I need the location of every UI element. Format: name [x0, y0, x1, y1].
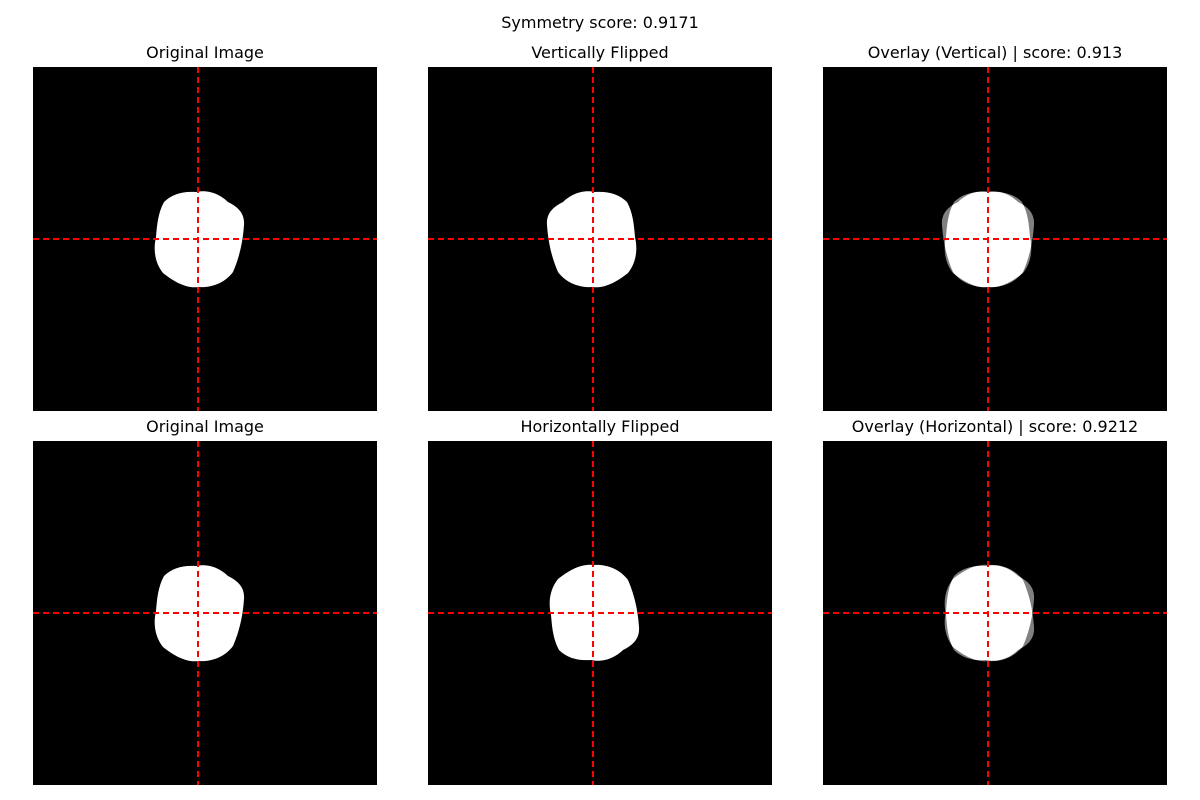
figure-suptitle: Symmetry score: 0.9171 — [501, 13, 699, 32]
panel-title-original-2: Original Image — [146, 417, 264, 436]
panel-horizontally-flipped — [428, 441, 772, 785]
panel-title-vertically-flipped: Vertically Flipped — [531, 43, 669, 62]
panel-overlay-vertical — [823, 67, 1167, 411]
panel-title-original-1: Original Image — [146, 43, 264, 62]
panel-original-2 — [33, 441, 377, 785]
panel-title-overlay-vertical: Overlay (Vertical) | score: 0.913 — [867, 43, 1123, 62]
panel-title-horizontally-flipped: Horizontally Flipped — [520, 417, 680, 436]
panel-overlay-horizontal — [823, 441, 1167, 785]
panel-title-overlay-horizontal: Overlay (Horizontal) | score: 0.9212 — [851, 417, 1139, 436]
panel-original-1 — [33, 67, 377, 411]
panel-vertically-flipped — [428, 67, 772, 411]
